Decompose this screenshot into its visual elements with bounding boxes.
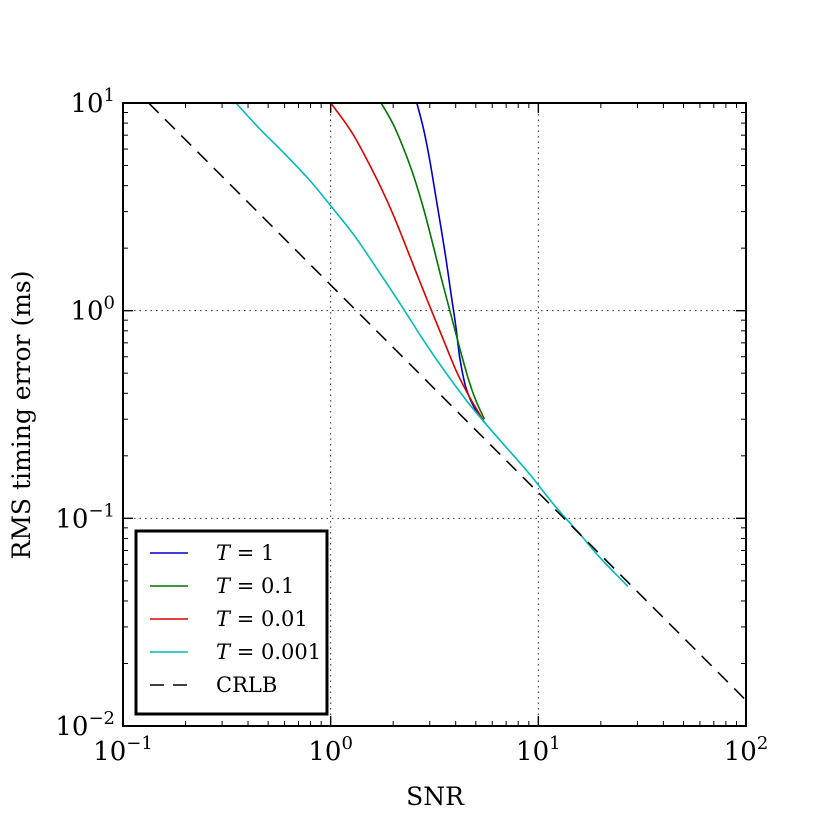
series-line-T0.01 — [330, 103, 486, 423]
y-tick-labels: 10−2 10−1 100 101 — [55, 85, 115, 742]
x-tick-label: 101 — [516, 733, 561, 767]
x-tick-label: 100 — [308, 733, 353, 767]
y-tick-label: 100 — [70, 293, 115, 327]
plot-frame — [122, 102, 747, 727]
series-line-T1 — [416, 103, 486, 423]
series-line-T0.001 — [235, 103, 629, 587]
series-line-T0.1 — [380, 103, 486, 420]
legend-box — [134, 529, 329, 716]
legend-label: T = 0.1 — [216, 574, 294, 598]
x-axis-label: SNR — [406, 782, 465, 811]
legend-label: T = 0.01 — [216, 607, 308, 631]
y-axis-label: RMS timing error (ms) — [7, 271, 36, 560]
series-line-crlb — [148, 103, 746, 701]
x-tick-label: 10−1 — [93, 733, 153, 767]
x-tick-label: 102 — [724, 733, 769, 767]
legend-label: CRLB — [216, 673, 277, 697]
legend-label: T = 1 — [216, 541, 274, 565]
y-tick-label: 101 — [70, 85, 115, 119]
series-layer — [148, 103, 746, 701]
legend-label: T = 0.001 — [216, 640, 321, 664]
legend: T = 1 T = 0.1 T = 0.01 T = 0.001 CRLB — [134, 529, 329, 716]
y-tick-label: 10−2 — [55, 708, 115, 742]
y-tick-label: 10−1 — [55, 500, 115, 534]
x-tick-labels: 10−1 100 101 102 — [93, 733, 768, 767]
